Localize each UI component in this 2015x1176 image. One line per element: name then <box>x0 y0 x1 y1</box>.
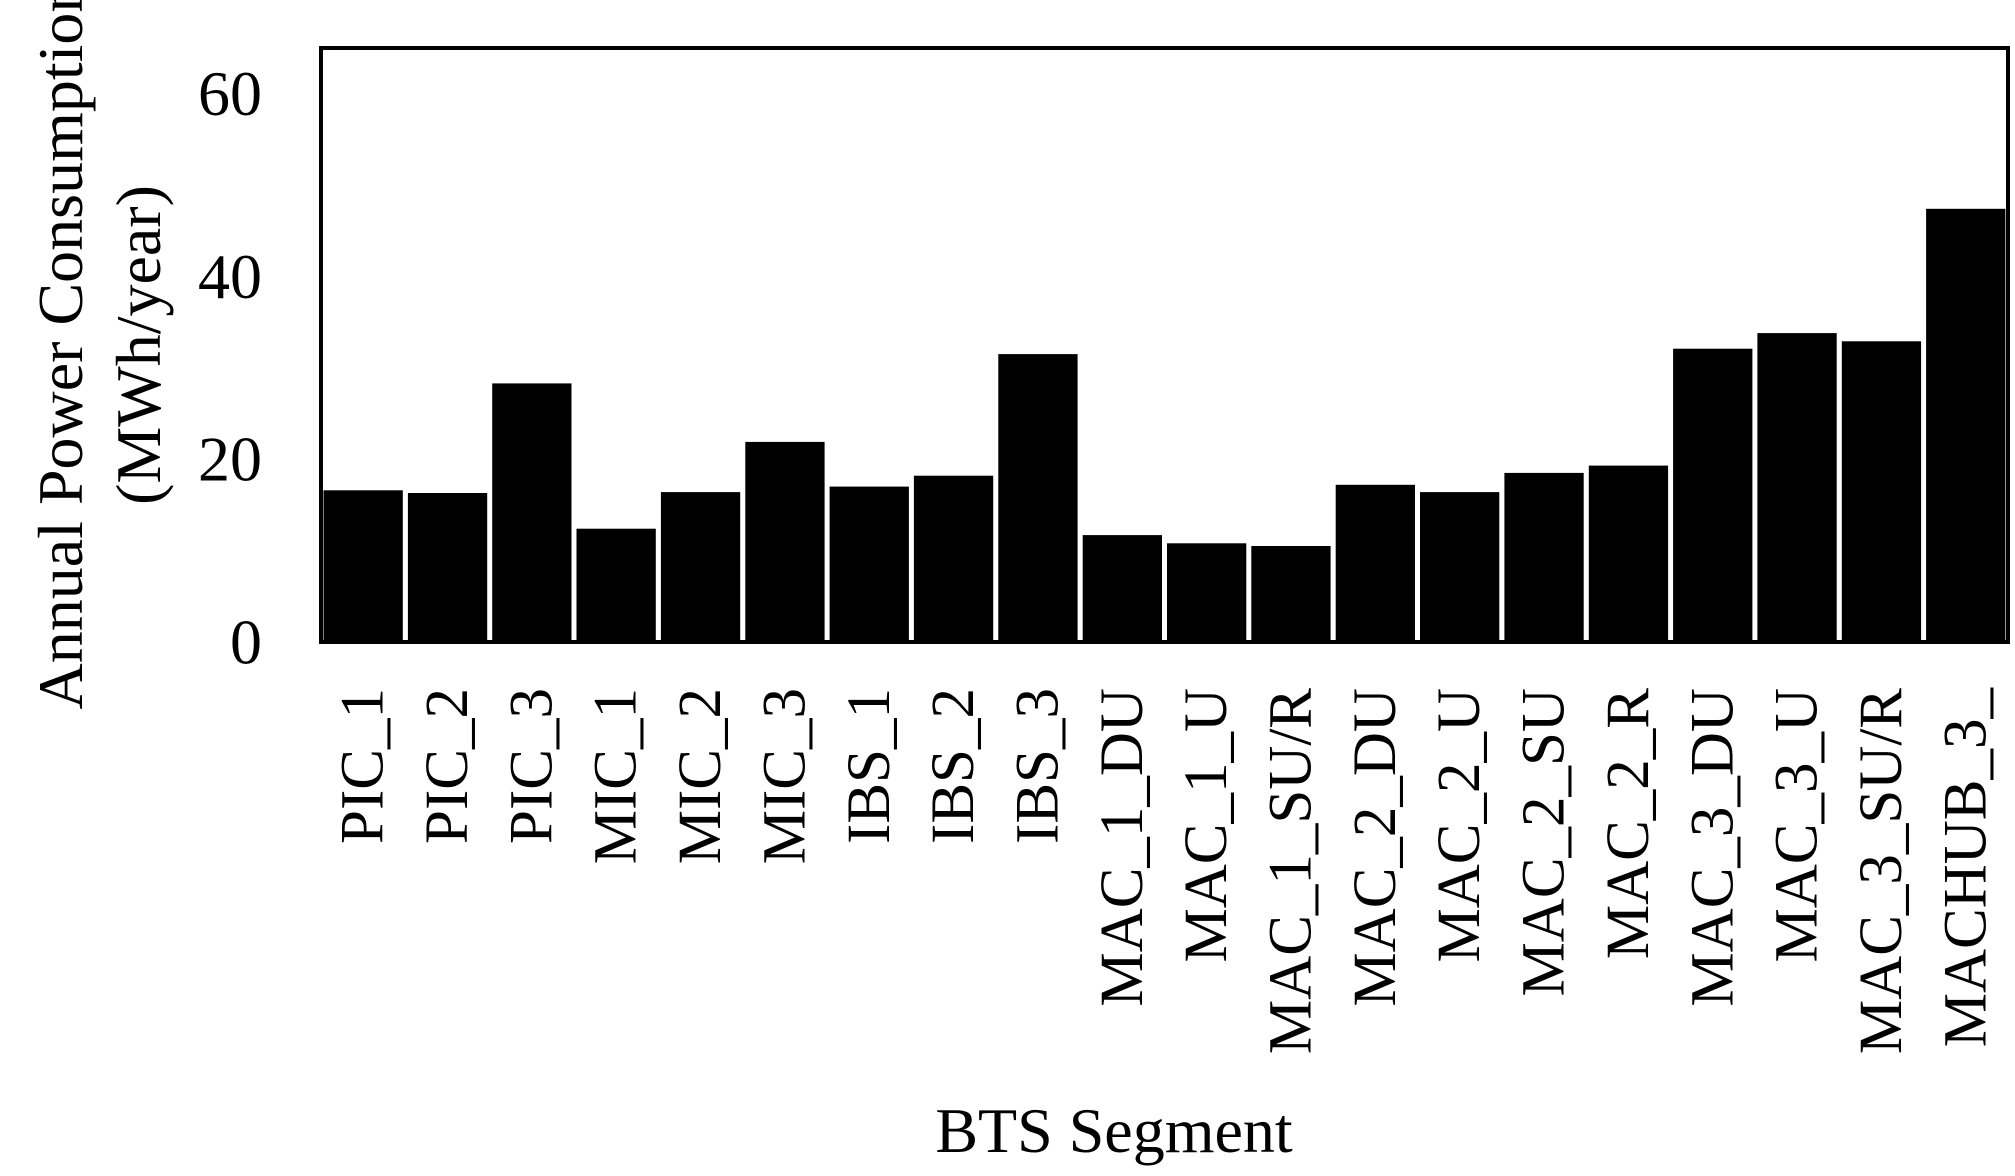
bar-pic-1 <box>323 490 403 642</box>
bars-group <box>323 208 2006 643</box>
plot-frame <box>319 46 2010 644</box>
bar-mic-2 <box>660 492 741 642</box>
bar-ibs-1 <box>829 486 909 642</box>
y-axis-ticks: 0 20 40 60 <box>198 58 262 677</box>
bar-pic-2 <box>407 493 488 642</box>
bar-ibs-3 <box>998 354 1078 642</box>
x-tick-label: IBS_2 <box>920 688 987 844</box>
y-tick-label: 60 <box>198 58 262 129</box>
x-tick-label: MAC_1_DU <box>1089 688 1156 1007</box>
x-tick-label: IBS_3 <box>1005 688 1072 844</box>
bar-mic-1 <box>576 528 656 642</box>
bar-mac-3-su-r <box>1841 341 1922 642</box>
y-axis-title-line2: (MWh/year) <box>103 185 174 505</box>
bar-mac-2-su <box>1504 472 1584 642</box>
y-tick-label: 20 <box>198 424 262 495</box>
bar-mac-2-du <box>1335 484 1415 642</box>
x-tick-label: MAC_2_R <box>1595 688 1662 959</box>
bar-mic-3 <box>745 441 825 642</box>
y-axis-title-line1: Annual Power Consumption <box>25 0 96 709</box>
x-tick-label: MAC_3_U <box>1764 688 1831 963</box>
y-tick-label: 0 <box>230 607 262 678</box>
bar-mac-1-su-r <box>1251 546 1331 642</box>
x-tick-label: IBS_1 <box>836 688 903 844</box>
bar-mac-3-u <box>1757 333 1837 642</box>
bar-mac-3-du <box>1673 348 1753 642</box>
x-axis-title: BTS Segment <box>935 1095 1293 1166</box>
x-tick-label: MAC_2_SU <box>1511 688 1578 996</box>
x-tick-label: MAC_3_SU/R <box>1848 688 1915 1054</box>
bar-mac-2-u <box>1420 492 1500 642</box>
x-tick-label: MAC_2_U <box>1426 688 1493 963</box>
x-tick-label: MIC_1 <box>583 688 650 864</box>
x-tick-label: PIC_2 <box>414 688 481 844</box>
bar-mac-1-du <box>1082 535 1162 642</box>
x-tick-label: PIC_1 <box>330 688 397 844</box>
x-tick-label: MAC_1_SU/R <box>1258 688 1325 1054</box>
x-tick-label: MACHUB_3_ <box>1932 688 1999 1048</box>
y-tick-label: 40 <box>198 241 262 312</box>
x-tick-label: MAC_1_U <box>1173 688 1240 963</box>
x-tick-label: MAC_2_DU <box>1342 688 1409 1007</box>
x-tick-label: MAC_3_DU <box>1679 688 1746 1007</box>
x-tick-label: MIC_3 <box>751 688 818 864</box>
x-axis-tick-labels: PIC_1 PIC_2 PIC_3 MIC_1 MIC_2 MIC_3 IBS_1 IBS_2… <box>330 688 2000 1055</box>
bar-ibs-2 <box>913 475 994 642</box>
x-tick-label: MIC_2 <box>667 688 734 864</box>
x-tick-label: PIC_3 <box>498 688 565 844</box>
bar-mac-1-u <box>1167 543 1247 642</box>
bar-mac-2-r <box>1588 465 1669 642</box>
bar-machub-3- <box>1926 208 2006 643</box>
bar-pic-3 <box>492 383 572 642</box>
